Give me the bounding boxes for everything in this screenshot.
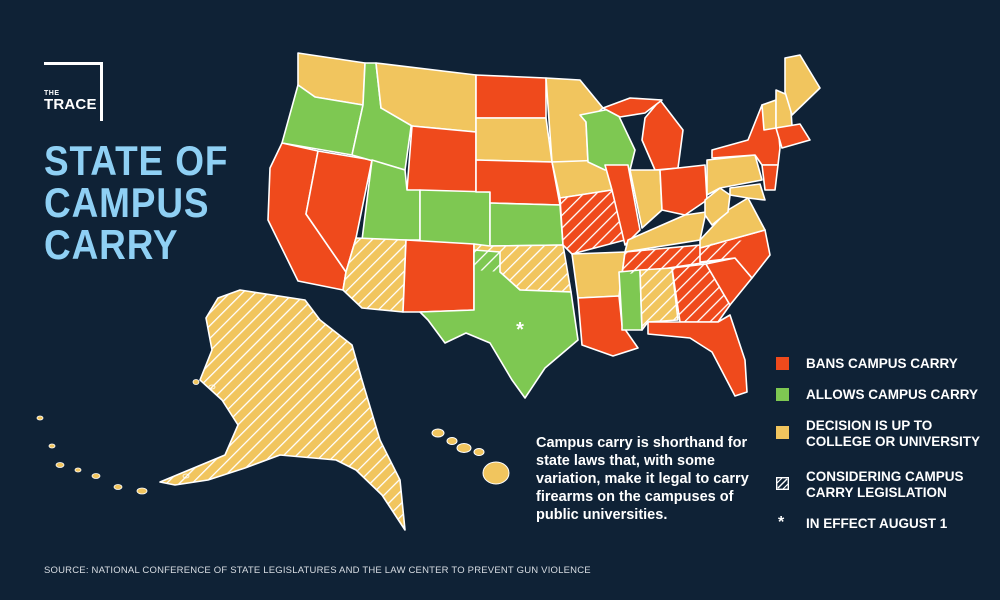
legend-label-bans: BANS CAMPUS CARRY (806, 356, 958, 371)
state-oh (659, 164, 708, 216)
hawaii-islands (431, 428, 510, 485)
state-nm (402, 239, 475, 313)
state-az-hatch (343, 238, 406, 312)
legend-label-effect: IN EFFECT AUGUST 1 (806, 516, 948, 531)
state-mi-up (602, 97, 663, 118)
legend-label-decision-2: COLLEGE OR UNIVERSITY (806, 434, 981, 449)
state-ak-hatch (160, 290, 405, 530)
hatch-overlays (160, 190, 745, 530)
state-vt (761, 99, 777, 131)
title-line-1: STATE OF (44, 137, 229, 184)
state-md (729, 183, 766, 201)
state-nj (761, 164, 779, 191)
state-al-hatch (640, 268, 678, 330)
state-ks (489, 202, 564, 247)
state-la (577, 295, 639, 357)
state-ky (624, 211, 707, 253)
legend-label-considering-1: CONSIDERING CAMPUS (806, 469, 964, 484)
state-ms (618, 269, 643, 331)
state-ar (571, 251, 626, 299)
title-line-2: CAMPUS (44, 179, 210, 226)
legend-label-considering-2: CARRY LEGISLATION (806, 485, 947, 500)
legend-label-allows: ALLOWS CAMPUS CARRY (806, 387, 978, 402)
source-citation: SOURCE: NATIONAL CONFERENCE OF STATE LEG… (44, 565, 591, 576)
state-nd (475, 74, 547, 119)
logo-frame (44, 62, 103, 121)
state-hi-3 (456, 443, 472, 453)
legend-swatch-bans (776, 357, 789, 370)
state-mo-hatch (560, 190, 625, 254)
state-hi-5 (482, 461, 510, 485)
state-ga-hatch (672, 264, 730, 322)
state-tn-hatch (622, 240, 745, 275)
logo-the: THE (44, 90, 60, 97)
state-hi-4 (473, 448, 485, 456)
legend-swatch-decision (776, 426, 789, 439)
state-wi (579, 107, 636, 171)
state-fl (647, 314, 748, 397)
logo-trace: TRACE (44, 96, 97, 113)
the-trace-logo: THE TRACE (44, 62, 103, 121)
state-sd (475, 117, 553, 163)
legend-swatch-allows (776, 388, 789, 401)
state-wy (406, 125, 477, 196)
state-ok-hatch (474, 244, 571, 292)
state-hi-1 (431, 428, 445, 438)
texas-effect-marker: * (516, 319, 524, 341)
page-title: STATE OF CAMPUS CARRY (44, 140, 253, 266)
state-ma (775, 123, 811, 149)
legend-label-decision-1: DECISION IS UP TO (806, 418, 933, 433)
state-me (784, 54, 821, 116)
state-hi-2 (446, 437, 458, 445)
legend-asterisk: * (778, 514, 785, 531)
legend-swatch-considering (776, 477, 789, 490)
title-line-3: CARRY (44, 221, 179, 268)
explanatory-note: Campus carry is shorthand for state laws… (536, 435, 749, 523)
